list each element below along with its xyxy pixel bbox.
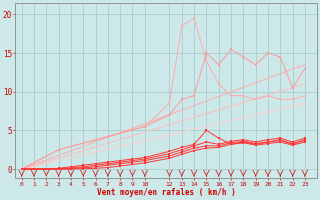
X-axis label: Vent moyen/en rafales ( km/h ): Vent moyen/en rafales ( km/h ) xyxy=(97,188,236,197)
